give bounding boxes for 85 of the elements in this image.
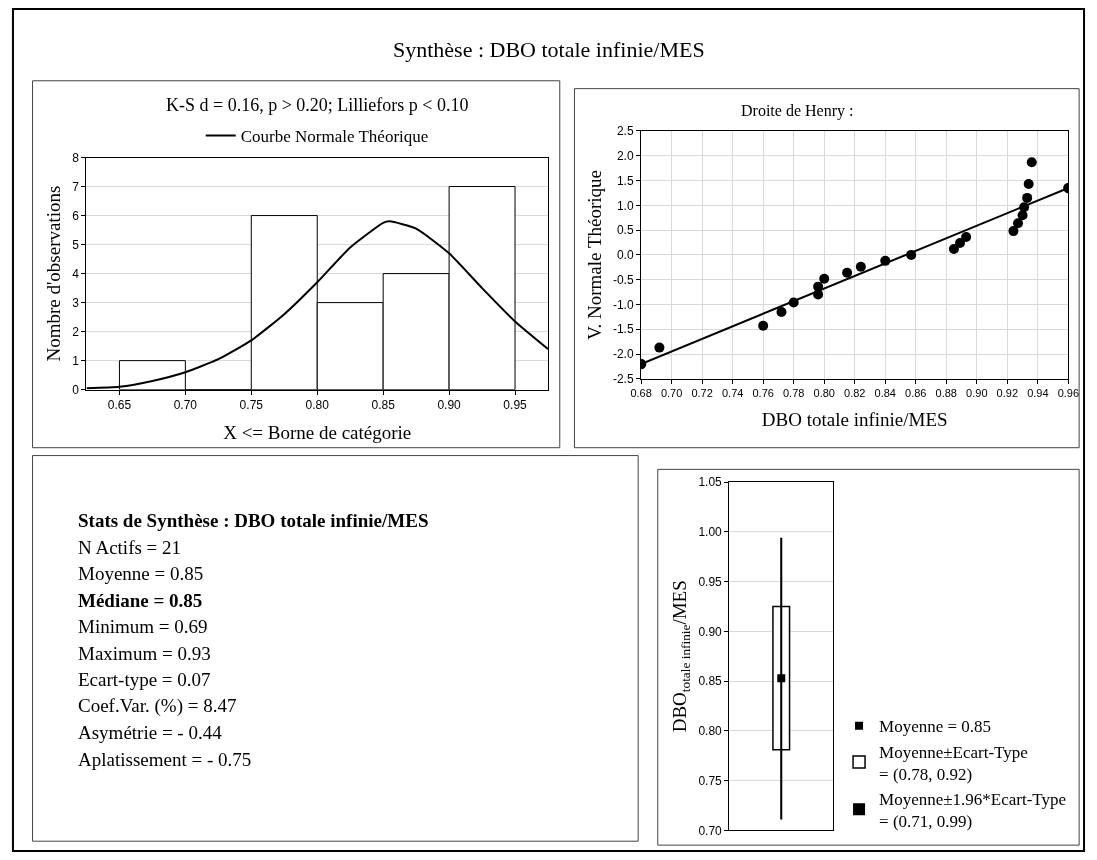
x-tick-label: 0.70 — [660, 387, 683, 400]
legend-label: Moyenne = 0.85 — [879, 717, 992, 737]
x-tick-label: 0.70 — [173, 398, 198, 413]
point — [1023, 179, 1034, 189]
point — [948, 243, 959, 254]
x-tick-label: 0.90 — [966, 387, 988, 400]
text: N Actifs = 21 — [78, 537, 182, 558]
x-tick-label: 0.80 — [813, 387, 835, 400]
y-tick-label: 1.00 — [698, 525, 723, 540]
point — [654, 342, 665, 353]
text: Stats de Synthèse : DBO totale infinie/MES — [78, 510, 429, 531]
point — [842, 267, 853, 278]
x-tick-label: 0.94 — [1027, 387, 1049, 400]
x-tick-label: 0.92 — [996, 387, 1019, 400]
x-tick-label: 0.90 — [437, 398, 462, 413]
x-tick-label: 0.65 — [107, 398, 132, 413]
point — [1013, 218, 1023, 229]
y-tick-label: 4 — [72, 266, 80, 281]
y-tick-label: 1.5 — [616, 173, 634, 188]
x-axis-title: DBO totale infinie/MES — [761, 408, 948, 430]
y-tick-label: -0.5 — [612, 272, 634, 287]
text: Minimum = 0.69 — [78, 616, 208, 637]
y-tick-label: 1 — [72, 353, 80, 368]
y-tick-label: 0.90 — [698, 624, 723, 639]
y-tick-label: 1.05 — [698, 475, 723, 490]
x-tick-label: 0.75 — [239, 398, 264, 413]
y-tick-label: -2.5 — [612, 372, 634, 387]
x-tick-label: 0.85 — [371, 398, 396, 413]
y-tick-label: 0.80 — [698, 724, 723, 739]
legend-label: Courbe Normale Théorique — [240, 127, 429, 147]
text: Moyenne = 0.85 — [78, 563, 204, 584]
x-tick-label: 0.78 — [782, 387, 805, 400]
y-tick-label: 2.5 — [616, 124, 634, 139]
text: Médiane = 0.85 — [78, 590, 203, 611]
y-tick-label: 0.95 — [698, 574, 723, 589]
y-tick-label: 2.0 — [616, 148, 634, 163]
chart-subtitle: K-S d = 0.16, p > 0.20; Lilliefors p < 0.10 — [166, 95, 469, 115]
text: Coef.Var. (%) = 8.47 — [78, 695, 237, 717]
y-tick-label: 0.0 — [616, 248, 634, 263]
y-tick-label: 6 — [72, 208, 80, 223]
y-tick-label: -1.5 — [612, 322, 634, 337]
text: Maximum = 0.93 — [78, 643, 211, 664]
x-tick-label: 0.86 — [905, 387, 927, 400]
x-tick-label: 0.68 — [630, 387, 652, 400]
y-tick-label: 0.85 — [698, 674, 723, 689]
text: Aplatissement = - 0.75 — [78, 749, 252, 770]
point — [1008, 226, 1019, 237]
x-tick-label: 0.76 — [752, 387, 774, 400]
y-tick-label: 8 — [72, 150, 80, 165]
x-tick-label: 0.84 — [874, 387, 896, 400]
y-tick-label: 0 — [72, 382, 80, 397]
x-tick-label: 0.82 — [844, 387, 866, 400]
point — [776, 306, 787, 317]
y-tick-label: 7 — [72, 179, 80, 194]
y-tick-label: -1.0 — [612, 297, 634, 312]
point — [955, 238, 966, 248]
x-tick-label: 0.95 — [503, 398, 528, 413]
legend-label: Moyenne±1.96*Ecart-Type = (0.71, 0.99) — [879, 789, 1067, 831]
y-tick-label: 0.75 — [698, 773, 723, 788]
y-axis-title: Nombre d'observations — [43, 185, 65, 362]
y-tick-label: 0.70 — [698, 823, 723, 838]
y-tick-label: 5 — [72, 237, 80, 252]
x-tick-label: 0.96 — [1057, 387, 1080, 400]
y-tick-label: 2 — [72, 324, 80, 339]
point — [758, 320, 769, 331]
y-tick-label: -2.0 — [612, 347, 634, 362]
text: Asymétrie = - 0.44 — [78, 722, 223, 743]
y-tick-label: 3 — [72, 295, 80, 310]
x-axis-title: X <= Borne de catégorie — [223, 421, 412, 443]
y-tick-label: 1.0 — [616, 198, 634, 213]
chart-title: Droite de Henry : — [741, 102, 854, 120]
text: Ecart-type = 0.07 — [78, 669, 211, 690]
y-axis-title: V. Normale Théorique — [583, 170, 605, 340]
x-tick-label: 0.74 — [721, 387, 744, 400]
point — [961, 232, 972, 243]
x-tick-label: 0.80 — [305, 398, 330, 413]
point — [819, 273, 830, 284]
legend-label: Moyenne±Ecart-Type = (0.78, 0.92) — [879, 742, 1028, 784]
chart-title: Synthèse : DBO totale infinie/MES — [393, 37, 705, 62]
y-tick-label: 0.5 — [616, 223, 634, 238]
x-tick-label: 0.88 — [935, 387, 957, 400]
point — [855, 261, 866, 272]
point — [1026, 157, 1037, 168]
point — [1022, 192, 1033, 203]
x-tick-label: 0.72 — [691, 387, 713, 400]
